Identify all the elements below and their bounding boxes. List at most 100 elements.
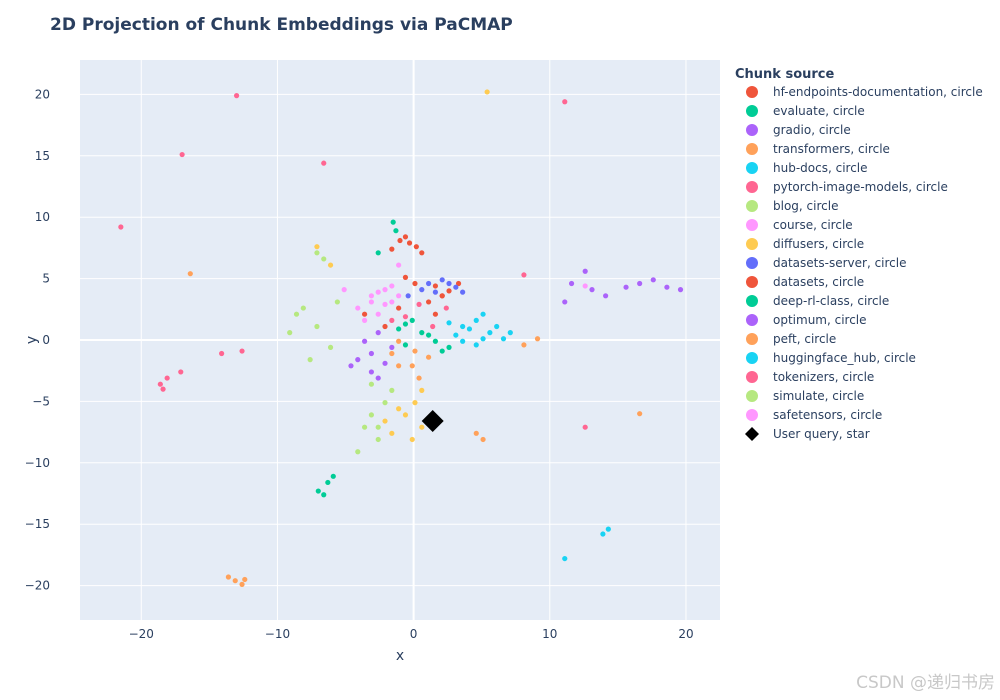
- data-point: [650, 277, 656, 283]
- data-point: [382, 301, 388, 307]
- y-tick-label: 20: [35, 87, 50, 101]
- data-point: [402, 234, 409, 240]
- y-tick-label: 5: [42, 272, 50, 286]
- legend-item[interactable]: User query, star: [745, 427, 870, 441]
- legend-item[interactable]: optimum, circle: [746, 313, 867, 327]
- data-point: [605, 526, 611, 532]
- data-point: [402, 321, 409, 327]
- data-point: [419, 250, 425, 256]
- data-point: [480, 436, 486, 443]
- legend-items: hf-endpoints-documentation, circle evalua…: [745, 85, 983, 441]
- data-point: [242, 576, 248, 583]
- data-point: [239, 581, 245, 587]
- legend-circle-marker: [746, 352, 758, 364]
- data-point: [390, 219, 396, 225]
- data-point: [396, 293, 402, 299]
- legend-item[interactable]: tokenizers, circle: [746, 370, 874, 384]
- watermark: CSDN @递归书房: [856, 673, 995, 693]
- legend-item[interactable]: blog, circle: [746, 199, 838, 213]
- data-point: [160, 386, 166, 392]
- data-point: [507, 330, 513, 336]
- legend-circle-marker: [746, 124, 758, 136]
- legend-item[interactable]: deep-rl-class, circle: [746, 294, 889, 308]
- data-point: [368, 350, 375, 357]
- data-point: [677, 287, 684, 293]
- data-point: [430, 323, 436, 330]
- data-point: [327, 344, 334, 350]
- legend-item[interactable]: hf-endpoints-documentation, circle: [746, 85, 983, 99]
- legend-label: peft, circle: [773, 332, 836, 346]
- legend-label: transformers, circle: [773, 142, 890, 156]
- legend-circle-marker: [746, 409, 758, 421]
- data-point: [637, 280, 643, 287]
- legend-circle-marker: [746, 371, 758, 383]
- legend-item[interactable]: diffusers, circle: [746, 237, 864, 251]
- data-point: [446, 280, 452, 287]
- legend-item[interactable]: hub-docs, circle: [746, 161, 868, 175]
- data-point: [321, 160, 327, 166]
- data-point: [315, 488, 321, 494]
- data-point: [402, 274, 409, 280]
- y-tick-label: −15: [25, 517, 50, 531]
- data-point: [453, 284, 459, 290]
- data-point: [406, 240, 413, 246]
- data-point: [334, 299, 340, 305]
- data-point: [402, 342, 409, 348]
- data-point: [232, 578, 238, 584]
- data-point: [219, 350, 225, 357]
- data-point: [473, 342, 479, 348]
- data-point: [600, 531, 606, 537]
- legend-circle-marker: [746, 86, 758, 98]
- legend-item[interactable]: safetensors, circle: [746, 408, 882, 422]
- data-point: [389, 283, 395, 289]
- legend-label: datasets-server, circle: [773, 256, 906, 270]
- data-point: [389, 246, 395, 252]
- data-point: [432, 338, 439, 344]
- data-point: [603, 293, 609, 299]
- legend-item[interactable]: datasets, circle: [746, 275, 864, 289]
- data-point: [405, 293, 411, 299]
- data-point: [419, 424, 425, 430]
- data-point: [416, 375, 422, 381]
- legend-item[interactable]: datasets-server, circle: [746, 256, 906, 270]
- data-point: [375, 436, 381, 443]
- data-point: [382, 418, 388, 424]
- data-point: [233, 93, 240, 99]
- data-point: [396, 338, 402, 344]
- legend-item[interactable]: transformers, circle: [746, 142, 890, 156]
- data-point: [118, 224, 124, 230]
- legend-item[interactable]: evaluate, circle: [746, 104, 865, 118]
- legend-item[interactable]: gradio, circle: [746, 123, 851, 137]
- data-point: [425, 332, 432, 338]
- legend-item[interactable]: course, circle: [746, 218, 853, 232]
- data-point: [361, 424, 368, 430]
- data-point: [307, 357, 313, 363]
- data-point: [582, 283, 588, 289]
- legend-label: course, circle: [773, 218, 853, 232]
- legend-item[interactable]: pytorch-image-models, circle: [746, 180, 948, 194]
- data-point: [664, 284, 670, 290]
- legend-label: pytorch-image-models, circle: [773, 180, 948, 194]
- data-point: [480, 311, 486, 317]
- data-point: [425, 299, 432, 305]
- data-point: [397, 237, 403, 244]
- legend-item[interactable]: huggingface_hub, circle: [746, 351, 916, 365]
- data-point: [187, 271, 193, 277]
- data-point: [473, 430, 479, 436]
- legend-item[interactable]: simulate, circle: [746, 389, 864, 403]
- data-point: [562, 555, 568, 562]
- data-point: [375, 311, 381, 317]
- legend-circle-marker: [746, 181, 758, 193]
- data-point: [375, 289, 381, 295]
- legend-item[interactable]: peft, circle: [746, 332, 836, 346]
- data-point: [534, 336, 541, 342]
- data-point: [582, 424, 588, 430]
- data-point: [412, 348, 418, 354]
- data-point: [432, 289, 439, 295]
- legend-diamond-marker: [745, 427, 759, 441]
- legend-circle-marker: [746, 162, 758, 174]
- data-point: [409, 363, 415, 369]
- data-point: [375, 330, 381, 336]
- data-point: [419, 387, 425, 393]
- data-point: [582, 268, 588, 274]
